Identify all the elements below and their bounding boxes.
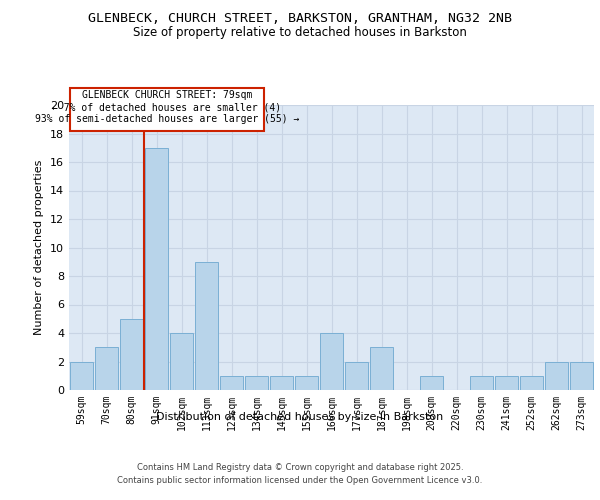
Bar <box>295 376 319 390</box>
Bar <box>269 376 293 390</box>
FancyBboxPatch shape <box>70 88 264 130</box>
Text: Contains HM Land Registry data © Crown copyright and database right 2025.: Contains HM Land Registry data © Crown c… <box>137 462 463 471</box>
Text: Contains public sector information licensed under the Open Government Licence v3: Contains public sector information licen… <box>118 476 482 485</box>
Bar <box>70 362 94 390</box>
Text: Distribution of detached houses by size in Barkston: Distribution of detached houses by size … <box>157 412 443 422</box>
Bar <box>569 362 593 390</box>
Text: GLENBECK CHURCH STREET: 79sqm: GLENBECK CHURCH STREET: 79sqm <box>82 90 252 100</box>
Bar <box>370 347 394 390</box>
Bar <box>194 262 218 390</box>
Bar <box>320 333 343 390</box>
Bar <box>170 333 193 390</box>
Bar <box>419 376 443 390</box>
Bar <box>494 376 518 390</box>
Bar <box>220 376 244 390</box>
Text: 93% of semi-detached houses are larger (55) →: 93% of semi-detached houses are larger (… <box>35 114 299 124</box>
Bar <box>344 362 368 390</box>
Bar <box>245 376 268 390</box>
Bar <box>470 376 493 390</box>
Text: ← 7% of detached houses are smaller (4): ← 7% of detached houses are smaller (4) <box>52 102 281 112</box>
Bar <box>145 148 169 390</box>
Bar <box>520 376 544 390</box>
Text: GLENBECK, CHURCH STREET, BARKSTON, GRANTHAM, NG32 2NB: GLENBECK, CHURCH STREET, BARKSTON, GRANT… <box>88 12 512 26</box>
Bar <box>95 347 118 390</box>
Bar <box>545 362 568 390</box>
Bar <box>119 319 143 390</box>
Y-axis label: Number of detached properties: Number of detached properties <box>34 160 44 335</box>
Text: Size of property relative to detached houses in Barkston: Size of property relative to detached ho… <box>133 26 467 39</box>
